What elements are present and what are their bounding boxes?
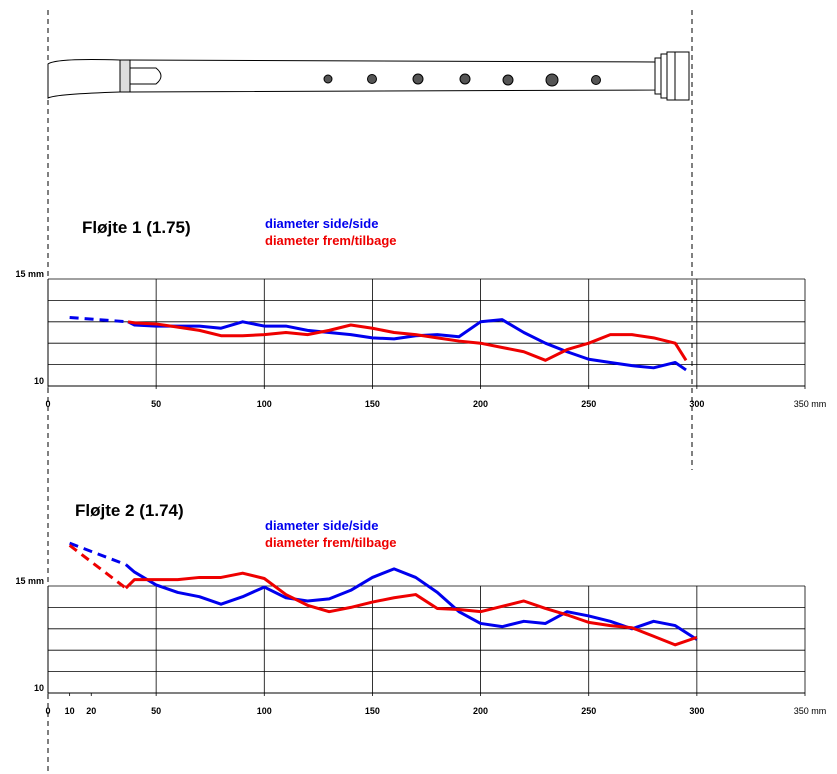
x-tick-label: 10	[65, 706, 75, 716]
chart-title: Fløjte 1 (1.75)	[82, 218, 191, 237]
x-tick-label: 250	[581, 706, 596, 716]
x-tick-label: 100	[257, 706, 272, 716]
y-tick-label: 15 mm	[15, 576, 44, 586]
x-tick-label: 350 mm	[794, 706, 827, 716]
recorder-drawing	[48, 10, 692, 774]
y-tick-label: 10	[34, 376, 44, 386]
x-tick-label: 50	[151, 399, 161, 409]
x-tick-label: 20	[86, 706, 96, 716]
y-tick-label: 10	[34, 683, 44, 693]
x-tick-label: 350 mm	[794, 399, 827, 409]
x-tick-label: 250	[581, 399, 596, 409]
chart-title: Fløjte 2 (1.74)	[75, 501, 184, 520]
data-line	[126, 565, 697, 640]
foot-ring	[661, 54, 667, 98]
x-tick-label: 200	[473, 399, 488, 409]
x-tick-label: 0	[45, 706, 50, 716]
x-tick-label: 100	[257, 399, 272, 409]
legend-entry: diameter side/side	[265, 518, 378, 533]
x-tick-label: 300	[689, 706, 704, 716]
y-tick-label: 15 mm	[15, 269, 44, 279]
x-tick-label: 0	[45, 399, 50, 409]
x-tick-label: 150	[365, 399, 380, 409]
x-tick-label: 300	[689, 399, 704, 409]
data-line	[128, 320, 686, 370]
legend-entry: diameter frem/tilbage	[265, 233, 397, 248]
dashed-line	[70, 318, 128, 322]
page: Fløjte 1 (1.75)1015 mm050100150200250300…	[0, 0, 837, 774]
dashed-line	[70, 545, 126, 588]
x-tick-label: 200	[473, 706, 488, 716]
window	[120, 60, 130, 92]
x-tick-label: 50	[151, 706, 161, 716]
x-tick-label: 150	[365, 706, 380, 716]
legend-entry: diameter side/side	[265, 216, 378, 231]
dashed-line	[70, 543, 126, 564]
legend-entry: diameter frem/tilbage	[265, 535, 397, 550]
foot-ring	[655, 58, 661, 94]
labium	[130, 68, 161, 84]
foot-bell	[667, 52, 689, 100]
data-line	[126, 573, 697, 645]
